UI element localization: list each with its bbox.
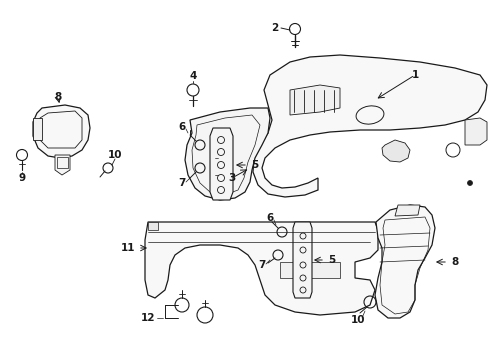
Polygon shape <box>33 118 42 140</box>
Polygon shape <box>290 85 340 115</box>
Text: 5: 5 <box>328 255 336 265</box>
Polygon shape <box>210 128 233 200</box>
Text: 2: 2 <box>271 23 279 33</box>
Circle shape <box>467 180 472 185</box>
Text: 10: 10 <box>351 315 365 325</box>
Polygon shape <box>253 55 487 197</box>
Text: 10: 10 <box>108 150 122 160</box>
Text: 8: 8 <box>54 92 62 102</box>
Text: 5: 5 <box>251 160 259 170</box>
Polygon shape <box>293 222 312 298</box>
Text: 1: 1 <box>412 70 418 80</box>
Polygon shape <box>185 108 270 200</box>
Polygon shape <box>395 205 420 216</box>
Polygon shape <box>382 140 410 162</box>
Polygon shape <box>145 222 378 315</box>
Text: 7: 7 <box>178 178 186 188</box>
Text: 6: 6 <box>178 122 186 132</box>
Polygon shape <box>55 155 70 175</box>
Text: 11: 11 <box>121 243 135 253</box>
Text: 4: 4 <box>189 71 196 81</box>
Polygon shape <box>465 118 487 145</box>
Polygon shape <box>280 262 340 278</box>
Polygon shape <box>33 105 90 158</box>
Text: 9: 9 <box>19 173 25 183</box>
Text: 7: 7 <box>258 260 266 270</box>
Text: 12: 12 <box>141 313 155 323</box>
Polygon shape <box>148 222 158 230</box>
Text: 6: 6 <box>267 213 273 223</box>
Polygon shape <box>375 205 435 318</box>
Text: 3: 3 <box>228 173 236 183</box>
Text: 8: 8 <box>451 257 459 267</box>
